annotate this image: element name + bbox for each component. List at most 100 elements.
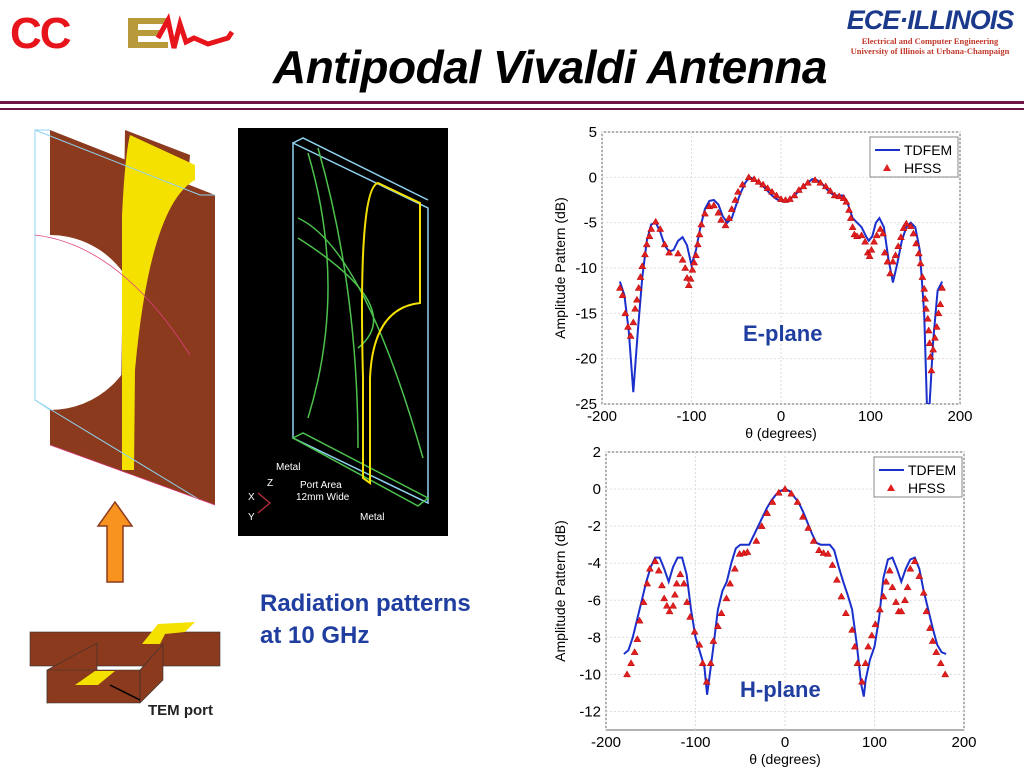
data-point-hfss <box>768 498 777 505</box>
header-divider <box>0 108 1024 110</box>
data-point-hfss <box>632 295 641 303</box>
plane-annotation: E-plane <box>743 321 822 346</box>
legend-entry: HFSS <box>904 160 941 176</box>
data-point-hfss <box>674 249 683 257</box>
metal-label-top: Metal <box>276 462 300 473</box>
y-tick-label: 2 <box>593 445 601 461</box>
data-point-hfss <box>809 536 818 544</box>
data-point-hfss <box>772 191 781 199</box>
data-point-hfss <box>683 598 691 605</box>
data-point-hfss <box>882 577 891 585</box>
data-point-hfss <box>634 283 643 291</box>
data-point-hfss <box>706 659 715 667</box>
data-point-hfss <box>635 616 644 624</box>
y-tick-label: -5 <box>584 215 597 232</box>
data-point-hfss <box>670 590 679 598</box>
x-axis-label: θ (degrees) <box>745 425 817 441</box>
ece-illinois-logo: ECE·ILLINOIS Electrical and Computer Eng… <box>840 5 1020 56</box>
x-tick-label: 0 <box>777 408 785 425</box>
data-point-hfss <box>903 583 912 591</box>
port-width-label: 12mm Wide <box>296 492 350 503</box>
data-point-hfss <box>835 192 844 200</box>
data-point-hfss <box>837 592 846 600</box>
data-point-hfss <box>662 601 671 609</box>
data-point-hfss <box>743 548 752 555</box>
tem-port-diagram: TEM port <box>29 622 221 719</box>
data-point-hfss <box>647 225 656 232</box>
data-point-hfss <box>897 607 906 615</box>
legend-marker-swatch <box>883 164 891 171</box>
data-point-hfss <box>902 219 911 227</box>
data-point-hfss <box>899 224 908 231</box>
data-point-hfss <box>660 594 669 602</box>
data-point-hfss <box>695 230 704 238</box>
x-tick-label: 100 <box>862 734 887 751</box>
data-point-hfss <box>841 609 850 616</box>
data-point-hfss <box>654 566 663 574</box>
data-point-hfss <box>915 572 924 579</box>
data-point-hfss <box>777 195 785 202</box>
data-point-hfss <box>744 173 753 181</box>
data-point-hfss <box>848 223 857 230</box>
e-plane-chart: -200 -100 0 100 200 5 0 -5 -10 -15 -20 -25 θ (degree… <box>552 125 973 441</box>
data-point-hfss <box>709 637 718 644</box>
data-point-hfss <box>845 205 853 213</box>
port-area-label: Port Area <box>300 480 342 491</box>
data-point-hfss <box>660 240 669 248</box>
caption-line1: Radiation patterns <box>260 590 471 617</box>
y-tick-label: -15 <box>575 305 597 322</box>
data-point-hfss <box>921 294 930 302</box>
data-point-hfss <box>639 598 648 605</box>
metal-label-bottom: Metal <box>360 512 384 523</box>
data-point-hfss <box>651 557 660 565</box>
data-point-hfss <box>922 304 930 312</box>
data-point-hfss <box>928 637 937 644</box>
data-point-hfss <box>695 640 704 648</box>
data-point-hfss <box>926 352 935 360</box>
data-point-hfss <box>721 221 730 229</box>
data-point-hfss <box>794 186 803 193</box>
legend-entry: TDFEM <box>904 142 952 158</box>
y-tick-label: -8 <box>588 629 601 646</box>
data-point-hfss <box>623 670 631 678</box>
plane-annotation: H-plane <box>740 677 821 702</box>
data-point-hfss <box>926 624 934 631</box>
y-axis-label: Amplitude Pattern (dB) <box>552 197 568 339</box>
x-tick-label: 100 <box>858 408 883 425</box>
y-tick-label: 5 <box>589 125 597 141</box>
data-point-hfss <box>638 262 647 269</box>
data-point-hfss <box>830 191 839 199</box>
data-point-hfss <box>891 251 900 259</box>
data-point-hfss <box>916 259 925 267</box>
data-point-hfss <box>938 283 947 291</box>
data-point-hfss <box>932 648 941 655</box>
series-group <box>615 173 947 404</box>
data-point-hfss <box>909 229 918 237</box>
y-tick-label: -6 <box>588 592 601 609</box>
x-tick-label: -200 <box>591 734 621 751</box>
data-point-hfss <box>861 659 870 667</box>
y-tick-label: -12 <box>579 703 601 720</box>
data-point-hfss <box>698 659 707 667</box>
data-point-hfss <box>665 607 674 615</box>
data-point-hfss <box>727 205 736 212</box>
data-point-hfss <box>910 557 919 565</box>
slide-title: Antipodal Vivaldi Antenna <box>272 41 828 93</box>
data-point-hfss <box>759 180 768 188</box>
data-point-hfss <box>693 240 702 248</box>
data-point-hfss <box>879 229 887 237</box>
data-point-hfss <box>875 605 884 613</box>
data-point-hfss <box>636 273 645 280</box>
data-point-hfss <box>631 304 640 312</box>
antenna-3d-model <box>34 129 216 506</box>
y-tick-label: 0 <box>593 481 601 498</box>
data-point-hfss <box>702 677 711 685</box>
data-point-hfss <box>645 232 654 240</box>
data-point-hfss <box>643 579 652 587</box>
legend-entry: HFSS <box>908 480 945 496</box>
y-tick-label: -25 <box>575 396 597 413</box>
data-point-hfss <box>815 546 823 553</box>
data-point-hfss <box>645 564 654 572</box>
data-point-hfss <box>865 252 874 259</box>
data-point-hfss <box>846 214 855 221</box>
